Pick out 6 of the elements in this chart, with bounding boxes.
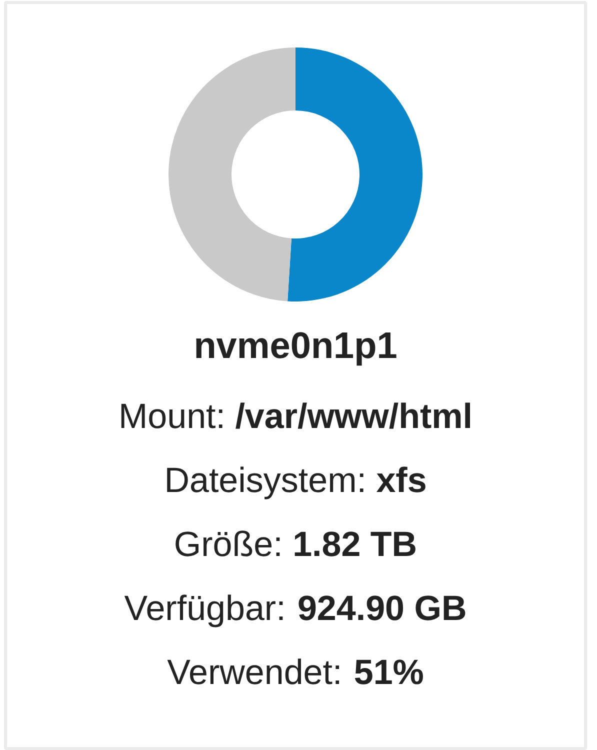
text: Mount: /var/www/html bbox=[118, 397, 472, 436]
text: Dateisystem: xfs bbox=[164, 461, 427, 500]
text: Verfügbar: 924.90 GB bbox=[124, 589, 467, 628]
text: nvme0n1p1 bbox=[194, 325, 398, 366]
text: Größe: 1.82 TB bbox=[174, 525, 418, 564]
text: Verwendet: 51% bbox=[167, 653, 424, 692]
